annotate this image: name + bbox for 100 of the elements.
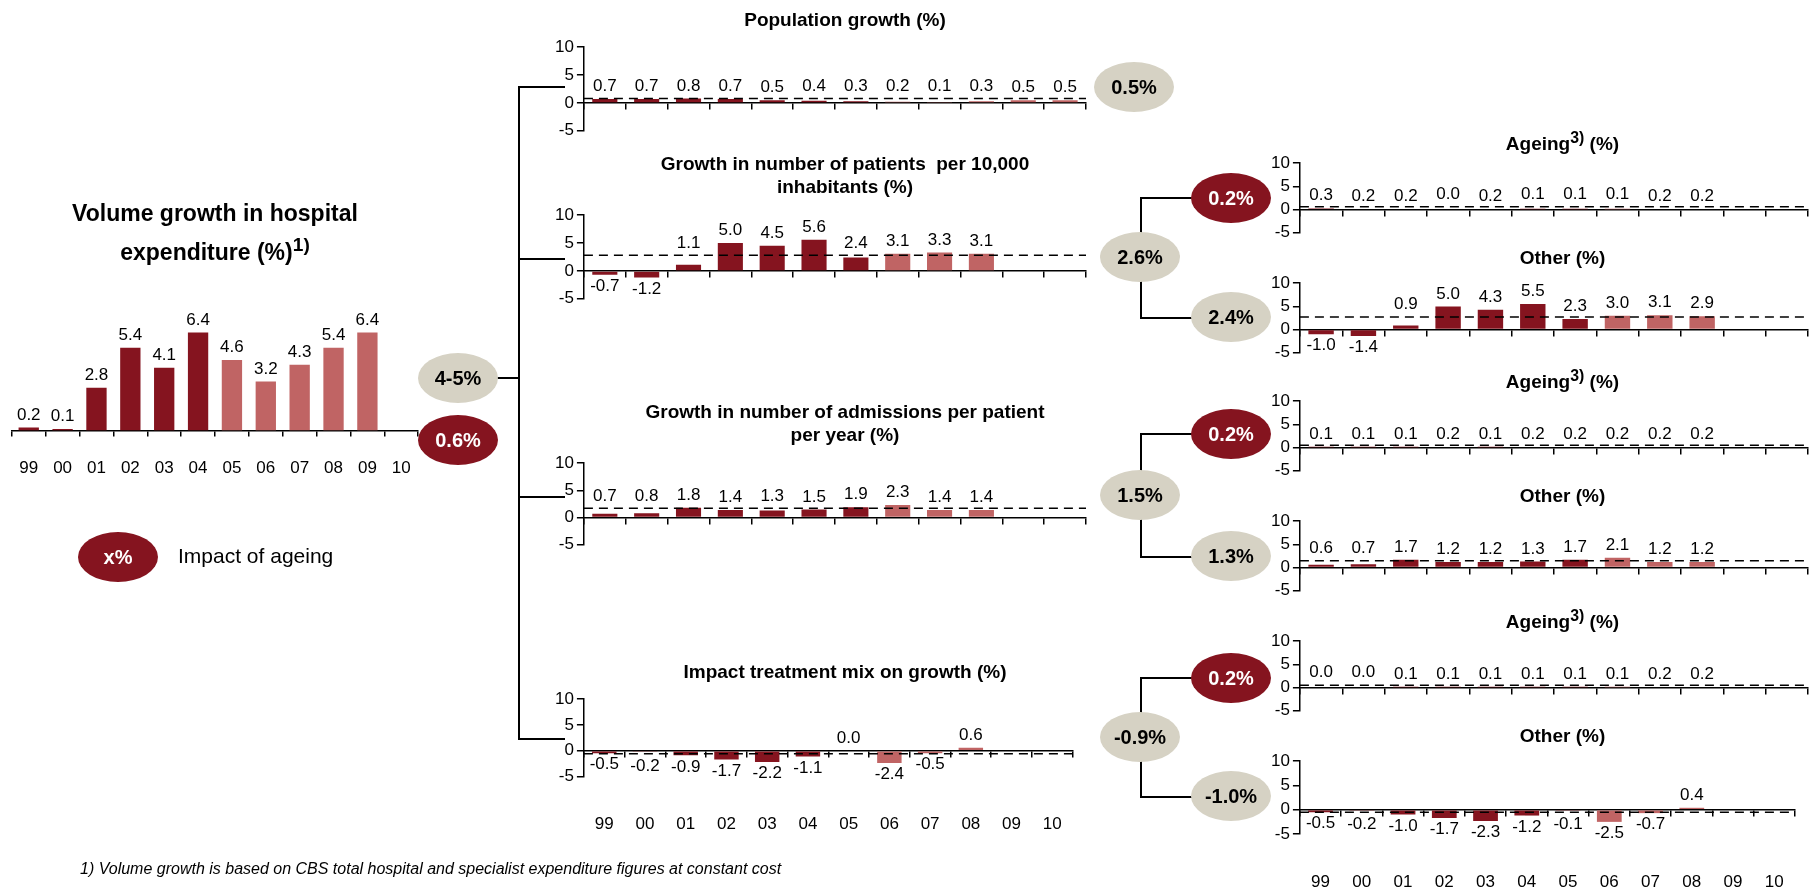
x-tick-label: 10: [1042, 814, 1062, 834]
bar: [634, 513, 660, 517]
data-label: -1.1: [793, 757, 823, 777]
oval-badge: 0.2%: [1191, 653, 1271, 703]
oval-badge: 4-5%: [418, 353, 498, 403]
data-label: 0.1: [1351, 424, 1376, 444]
y-tick-label: -5: [558, 288, 574, 308]
y-tick-label: 0: [1280, 557, 1290, 577]
y-tick-label: 10: [1270, 750, 1290, 770]
data-label: 2.3: [885, 482, 910, 502]
chart-title: Growth in number of patients per 10,000 inhabitants (%): [659, 152, 1031, 198]
x-tick-label: 02: [120, 458, 140, 478]
y-tick-label: 5: [1280, 775, 1290, 795]
bar: [1647, 562, 1673, 567]
x-tick-label: 10: [1764, 871, 1784, 891]
data-label: 0.1: [1393, 424, 1418, 444]
data-label: 0.0: [1309, 662, 1333, 682]
bar: [675, 264, 702, 271]
bar: [968, 253, 994, 271]
data-label: 0.5: [1053, 77, 1077, 97]
text: Impact of ageing: [178, 544, 334, 568]
oval-badge: 2.6%: [1100, 232, 1180, 282]
x-tick-label: 07: [290, 458, 310, 478]
x-tick-label: 99: [1311, 871, 1330, 891]
bar: [843, 257, 869, 271]
bar: [1477, 562, 1504, 567]
data-label: -0.7: [1635, 814, 1666, 834]
data-label: 1.2: [1478, 539, 1503, 559]
data-label: 2.1: [1605, 535, 1630, 555]
data-label: 0.1: [1563, 664, 1587, 684]
bar: [1350, 564, 1377, 567]
bar: [1562, 318, 1588, 329]
data-label: 0.2: [16, 404, 41, 424]
data-label: 0.2: [1605, 423, 1630, 443]
y-tick-label: -5: [1274, 580, 1290, 600]
data-label: 0.3: [969, 75, 994, 95]
oval-badge: -0.9%: [1100, 712, 1180, 762]
bar: [717, 243, 743, 271]
data-label: 0.5: [1011, 77, 1036, 97]
data-label: 0.2: [1690, 185, 1714, 205]
data-label: 0.9: [1393, 294, 1418, 314]
y-tick-label: 0: [1280, 677, 1290, 697]
data-label: 1.5: [802, 486, 826, 506]
y-tick-label: 5: [564, 232, 574, 252]
y-tick-label: 5: [1280, 176, 1290, 196]
oval-badge: 1.5%: [1100, 470, 1180, 520]
data-label: 3.1: [885, 230, 910, 250]
data-label: 1.2: [1647, 539, 1672, 559]
chart-title: Impact treatment mix on growth (%): [682, 660, 1008, 683]
x-tick-label: 99: [19, 458, 39, 478]
bar: [1520, 561, 1546, 567]
x-tick-label: 06: [1599, 871, 1619, 891]
data-label: 0.1: [1478, 664, 1503, 684]
x-tick-label: 07: [1641, 871, 1660, 891]
x-tick-label: 05: [222, 458, 242, 478]
bar: [927, 252, 953, 271]
data-label: 3.2: [253, 358, 278, 378]
data-label: -0.5: [1305, 813, 1336, 833]
data-label: 1.1: [676, 232, 701, 252]
x-tick-label: 01: [87, 458, 106, 478]
bar: [927, 509, 953, 517]
y-tick-label: 5: [564, 714, 574, 734]
text: 1) Volume growth is based on CBS total hospital and specialist expenditure figures at constant cost: [80, 860, 782, 878]
y-tick-label: 10: [1270, 272, 1290, 292]
bar: [843, 507, 869, 517]
data-label: 0.1: [1393, 664, 1418, 684]
bar: [120, 347, 141, 431]
bar: [255, 381, 276, 431]
chart-title: Volume growth in hospital expenditure (%)$^{1)}$: [71, 199, 359, 267]
x-tick-label: 08: [1682, 871, 1702, 891]
data-label: -0.7: [590, 276, 620, 296]
y-tick-label: 5: [1280, 296, 1290, 316]
oval-badge: 0.2%: [1191, 173, 1271, 223]
x-tick-label: 09: [1723, 871, 1743, 891]
data-label: -0.5: [589, 754, 619, 774]
data-label: 5.0: [718, 220, 743, 240]
data-label: -0.1: [1553, 814, 1583, 834]
bar: [1393, 325, 1419, 329]
data-label: 1.8: [676, 485, 701, 504]
data-label: 0.1: [1520, 664, 1545, 684]
x-tick-label: 03: [154, 458, 174, 478]
bar: [885, 505, 911, 517]
data-label: 0.1: [1478, 424, 1503, 444]
bar: [592, 271, 618, 275]
x-tick-label: 01: [1393, 871, 1413, 891]
data-label: 1.9: [844, 484, 868, 504]
y-tick-label: 10: [554, 36, 574, 56]
data-label: 0.3: [844, 75, 868, 95]
x-tick-label: 09: [1002, 814, 1022, 834]
data-label: -1.0: [1306, 335, 1336, 355]
data-label: 0.2: [1478, 185, 1503, 205]
x-tick-label: 04: [798, 814, 818, 834]
data-label: 1.3: [760, 485, 785, 505]
data-label: -2.4: [874, 764, 905, 784]
data-label: 0.7: [1351, 537, 1376, 557]
data-label: 5.4: [321, 325, 346, 345]
x-tick-label: 03: [757, 814, 777, 834]
bar: [154, 367, 175, 431]
x-tick-label: 99: [594, 814, 614, 834]
data-label: 0.1: [1520, 184, 1545, 203]
